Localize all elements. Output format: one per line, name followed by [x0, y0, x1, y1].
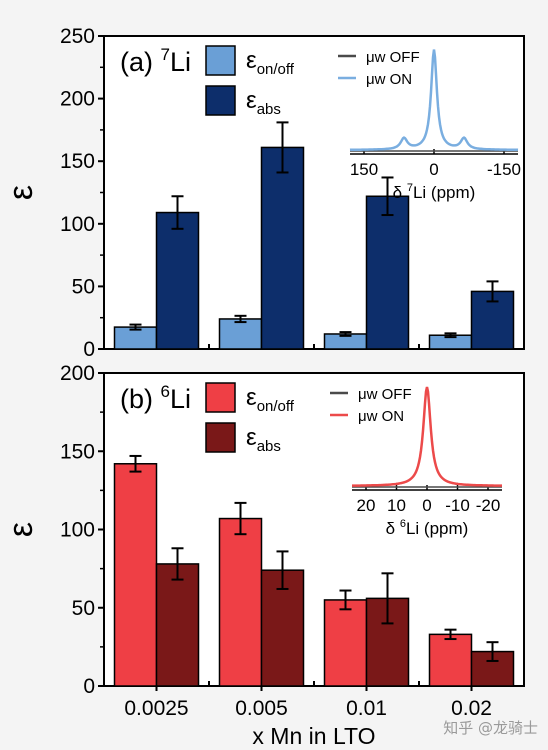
panel-letter: (b) [120, 384, 161, 414]
inset-unit: Li (ppm) [413, 183, 475, 202]
legend-subscript: abs [257, 101, 281, 118]
isotope-mass: 6 [161, 382, 170, 401]
inset-legend-label: μw ON [358, 408, 404, 425]
legend-swatch [205, 85, 236, 116]
delta-symbol: δ [393, 183, 407, 202]
legend-swatch [205, 45, 236, 76]
isotope-symbol: Li [170, 384, 191, 414]
bar [155, 211, 200, 350]
y-axis-label: ε [2, 522, 40, 537]
bar [365, 195, 410, 350]
legend-label: εabs [246, 424, 281, 455]
y-tick-label: 100 [60, 519, 95, 542]
y-tick-label: 0 [83, 675, 95, 698]
bar [218, 517, 263, 687]
inset-on-trace [352, 386, 502, 487]
inset-tick-label: 0 [429, 160, 438, 179]
epsilon-symbol: ε [246, 47, 257, 74]
inset-tick-label: 0 [422, 496, 431, 515]
bar [323, 599, 368, 687]
x-tick-label: 0.005 [235, 697, 288, 720]
watermark: 知乎 @龙骑士 [443, 719, 538, 737]
inset-x-label: δ 7Li (ppm) [393, 182, 476, 202]
bar [428, 633, 473, 687]
y-tick-label: 0 [83, 338, 95, 361]
y-tick-label: 200 [60, 88, 95, 111]
inset-tick-label: 10 [387, 496, 406, 515]
inset-legend-label: μw OFF [366, 49, 420, 66]
x-tick-label: 0.02 [451, 697, 492, 720]
inset-tick-label: 150 [350, 160, 378, 179]
isotope-mass: 7 [161, 45, 170, 64]
x-tick-label: 0.0025 [124, 697, 188, 720]
epsilon-symbol: ε [246, 87, 257, 114]
bar [155, 563, 200, 687]
legend-subscript: abs [257, 438, 281, 455]
y-axis-label: ε [2, 185, 40, 200]
legend-subscript: on/off [257, 398, 295, 415]
panel-label: (a) 7Li [120, 45, 191, 77]
epsilon-symbol: ε [246, 384, 257, 411]
isotope-symbol: Li [170, 47, 191, 77]
y-tick-label: 50 [72, 275, 95, 298]
y-tick-label: 100 [60, 213, 95, 236]
inset-tick-label: -20 [476, 496, 501, 515]
inset-tick-label: 20 [357, 496, 376, 515]
y-tick-label: 200 [60, 362, 95, 385]
isotope-mass: 7 [407, 182, 413, 194]
y-tick-label: 150 [60, 440, 95, 463]
x-tick-label: 0.01 [346, 697, 387, 720]
y-tick-label: 50 [72, 597, 95, 620]
inset-legend-label: μw OFF [358, 386, 412, 403]
legend-label: εabs [246, 87, 281, 118]
x-axis-label: x Mn in LTO [252, 723, 375, 749]
legend-label: εon/off [246, 384, 295, 415]
legend-swatch [205, 382, 236, 413]
delta-symbol: δ [386, 519, 400, 538]
y-tick-label: 250 [60, 25, 95, 48]
inset-nmr: 150 0 -150 μw OFF μw ON δ 7Li (ppm) [338, 49, 521, 202]
inset-legend-label: μw ON [366, 71, 412, 88]
isotope-mass: 6 [400, 518, 406, 530]
legend-swatch [205, 422, 236, 453]
bar [260, 146, 305, 350]
inset-nmr: 20 10 0 -10 -20 μw OFF μw ON δ 6Li (ppm) [330, 386, 502, 538]
legend-label: εon/off [246, 47, 295, 78]
inset-x-label: δ 6Li (ppm) [386, 518, 469, 538]
panel-letter: (a) [120, 47, 161, 77]
inset-tick-label: -10 [445, 496, 470, 515]
y-tick-label: 150 [60, 150, 95, 173]
bar [113, 463, 158, 687]
inset-tick-label: -150 [487, 160, 521, 179]
inset-on-trace [349, 49, 519, 152]
legend-subscript: on/off [257, 61, 295, 78]
inset-unit: Li (ppm) [406, 519, 468, 538]
panel-label: (b) 6Li [120, 382, 191, 414]
epsilon-symbol: ε [246, 424, 257, 451]
bar [218, 318, 263, 350]
